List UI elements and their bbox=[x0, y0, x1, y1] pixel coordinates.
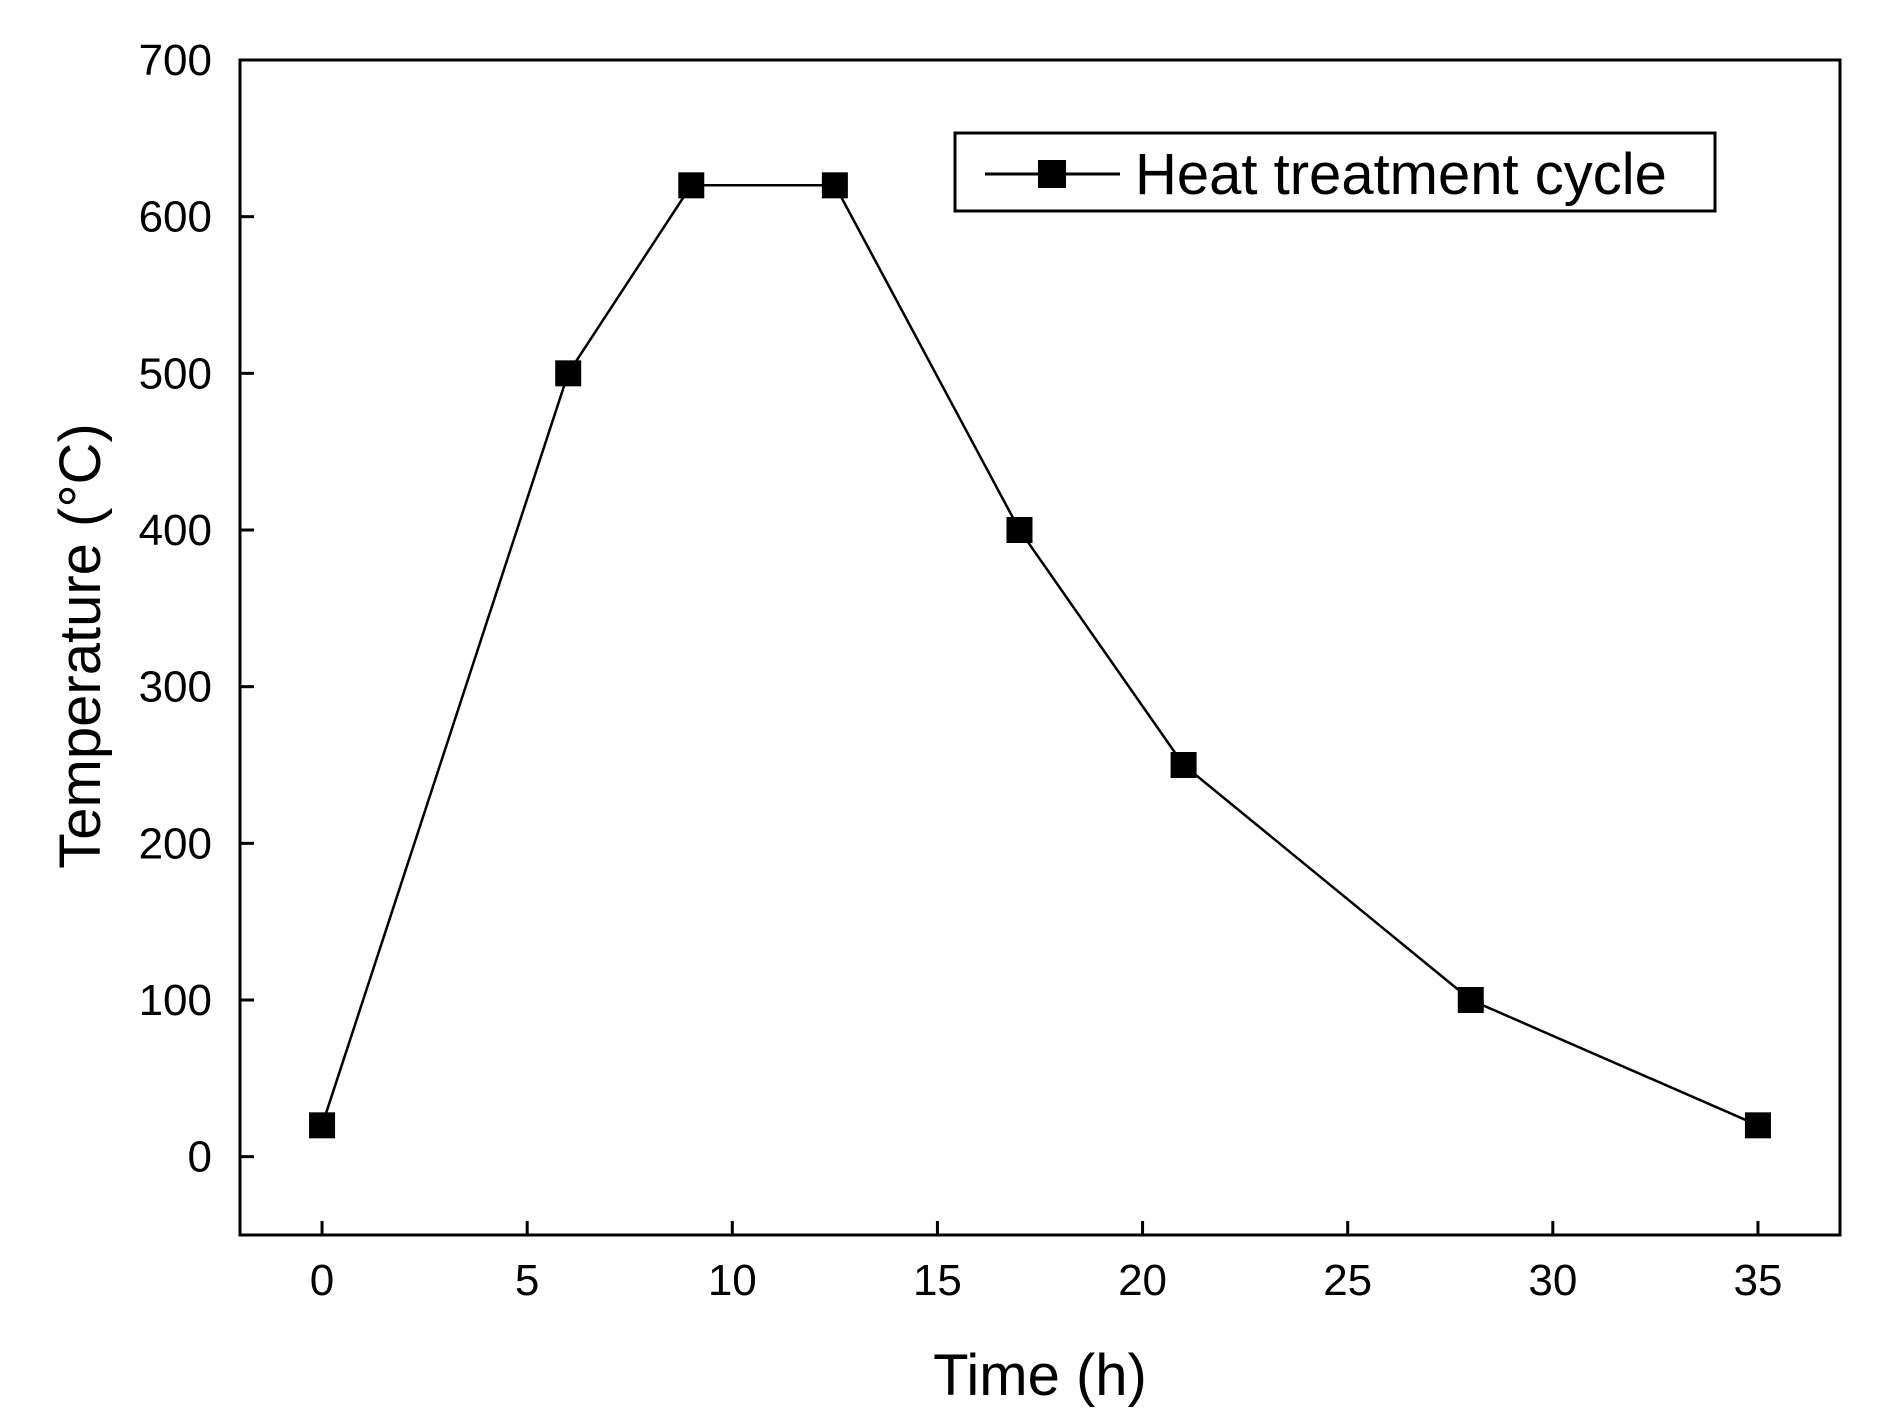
x-tick-label: 25 bbox=[1323, 1256, 1372, 1305]
legend-box bbox=[953, 131, 1717, 213]
y-axis: 0 100 200 300 400 500 600 700 bbox=[139, 36, 254, 1182]
data-point bbox=[1744, 1112, 1771, 1139]
x-tick-label: 20 bbox=[1118, 1256, 1167, 1305]
y-tick-label: 700 bbox=[139, 36, 212, 85]
series-markers bbox=[309, 172, 1771, 1139]
x-tick-label: 15 bbox=[913, 1256, 962, 1305]
x-tick-label: 30 bbox=[1528, 1256, 1577, 1305]
y-tick-label: 500 bbox=[139, 349, 212, 398]
data-point bbox=[821, 172, 848, 199]
data-point bbox=[678, 172, 705, 199]
legend: Heat treatment cycle bbox=[953, 131, 1717, 213]
y-tick-label: 300 bbox=[139, 663, 212, 712]
data-point bbox=[555, 360, 582, 387]
y-axis-title: Temperature (°C) bbox=[48, 423, 113, 868]
plot-frame bbox=[238, 58, 1842, 1237]
series-line bbox=[320, 184, 1759, 1127]
y-tick-label: 200 bbox=[139, 819, 212, 868]
data-point bbox=[1170, 752, 1197, 778]
y-tick-label: 400 bbox=[139, 506, 212, 555]
y-tick-label: 600 bbox=[139, 193, 212, 242]
data-point bbox=[1457, 987, 1484, 1013]
data-point bbox=[1006, 517, 1033, 543]
x-axis-title: Time (h) bbox=[933, 1343, 1147, 1408]
x-tick-label: 0 bbox=[310, 1256, 334, 1305]
legend-marker-sample bbox=[1038, 160, 1066, 188]
x-tick-label: 5 bbox=[515, 1256, 539, 1305]
y-tick-label: 0 bbox=[188, 1133, 212, 1182]
legend-label: Heat treatment cycle bbox=[1135, 142, 1667, 207]
x-tick-label: 35 bbox=[1733, 1256, 1782, 1305]
x-tick-label: 10 bbox=[708, 1256, 757, 1305]
data-point bbox=[309, 1112, 336, 1139]
y-tick-label: 100 bbox=[139, 976, 212, 1025]
x-axis: 0 5 10 15 20 25 30 35 bbox=[310, 1221, 1782, 1305]
